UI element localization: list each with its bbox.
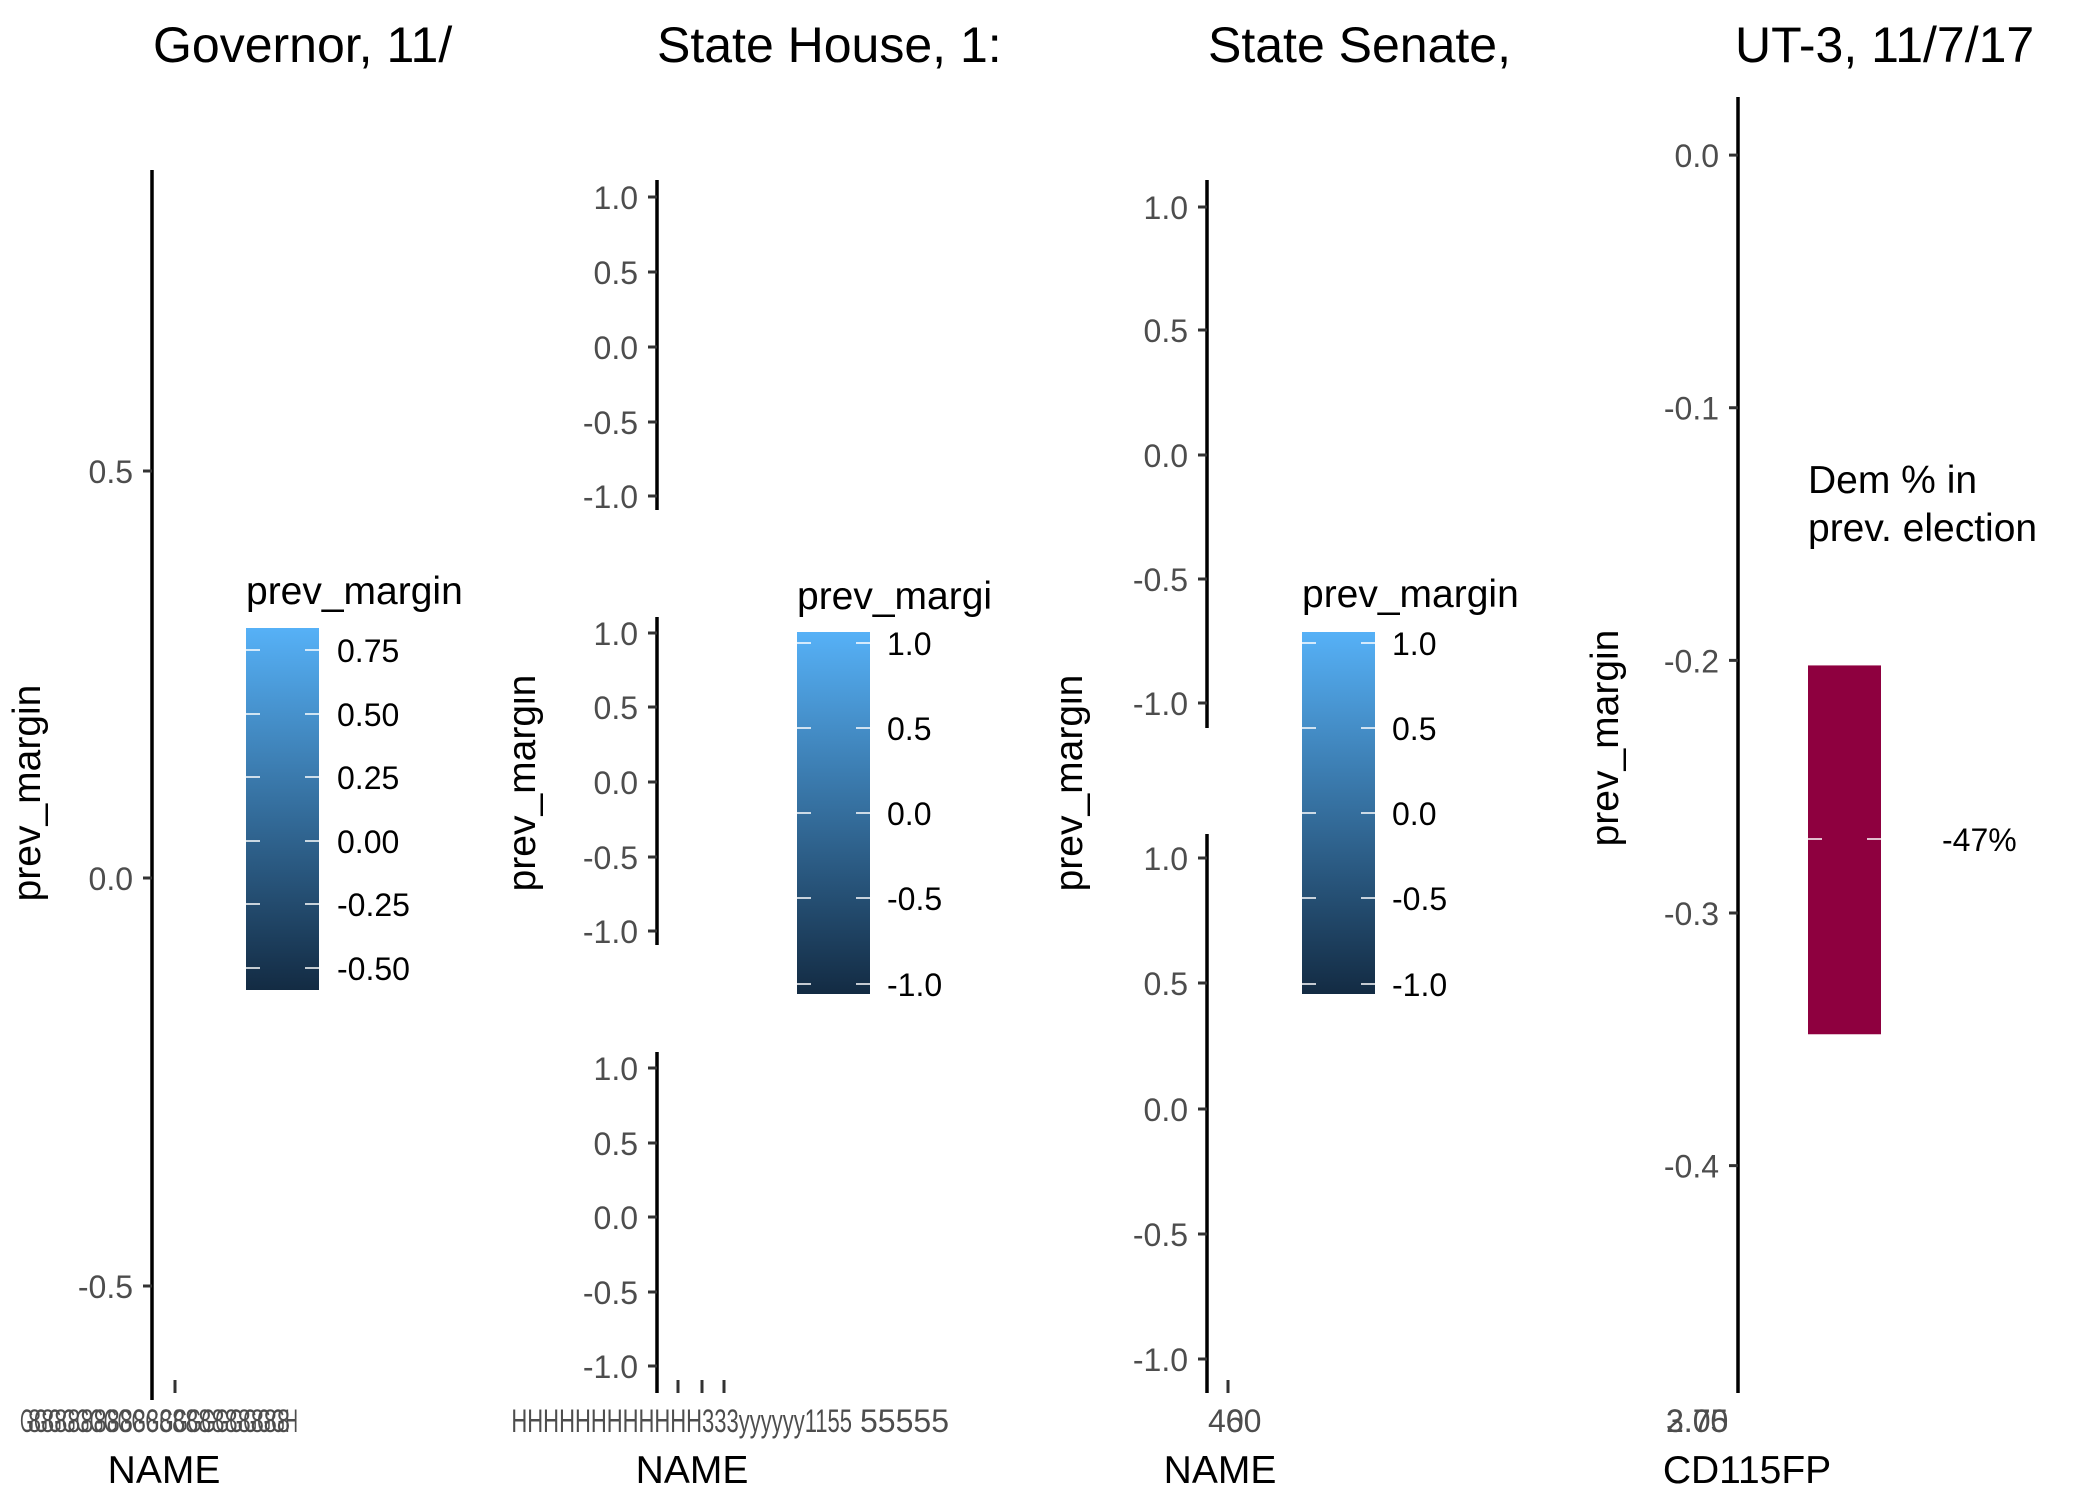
state-senate-facet1-ytick-label: 0.5 (1144, 313, 1188, 349)
state-house-facet1-ytick-label: 1.0 (594, 180, 638, 216)
state-house-legend-tick-label: 0.5 (887, 711, 931, 747)
governor-ytick-label: -0.5 (78, 1269, 133, 1305)
state-house-xtick-label: HHHHHHHHHHHHHHHHH333yyyyyy1155 (432, 1403, 852, 1439)
governor-y-axis-label: prev_margin (6, 685, 49, 902)
state-senate-legend-tick-label: -1.0 (1392, 967, 1447, 1003)
state-house-facet2-ytick-label: 0.0 (594, 765, 638, 801)
ut3-ytick-label: -0.2 (1664, 643, 1719, 679)
state-house-facet3-ytick-label: -1.0 (583, 1349, 638, 1385)
state-senate-facet2-ytick-label: -1.0 (1133, 1342, 1188, 1378)
state-house-legend-ticks (797, 642, 870, 985)
state-house-legend-tick-label: 0.0 (887, 796, 931, 832)
ut3-bar (1808, 665, 1881, 1035)
state-house-facet3-ytick-label: 0.0 (594, 1200, 638, 1236)
ut3-y-axis-label: prev_margin (1584, 630, 1627, 847)
ut3-ytick-label: -0.4 (1664, 1149, 1719, 1185)
governor-legend-tick-label: 0.25 (337, 760, 399, 796)
state-senate-x-axis-label: NAME (1164, 1449, 1277, 1492)
panel-ut3: UT-3, 11/7/17 prev_margin 0.0 -0.1 -0.2 -0.… (1584, 17, 2037, 1492)
state-house-facet2-ticks (648, 631, 657, 933)
governor-ytick-label: 0.0 (89, 861, 133, 897)
state-house-facet3-ytick-label: 0.5 (594, 1126, 638, 1162)
state-senate-y-axis-label: prev_margin (1048, 675, 1091, 892)
state-senate-xtick-label: 0 (1226, 1403, 1244, 1439)
state-senate-facet1-ticks (1198, 205, 1207, 705)
ut3-ytick-label: -0.1 (1664, 391, 1719, 427)
state-house-facet1-ticks (648, 195, 657, 498)
governor-title: Governor, 11/ (153, 17, 452, 73)
state-house-facet3-ticks (648, 1066, 657, 1368)
governor-legend-ticks (246, 649, 319, 969)
ut3-title: UT-3, 11/7/17 (1735, 17, 2034, 73)
state-house-xtick-marks (676, 1380, 726, 1393)
ut3-bars (1808, 665, 1881, 1035)
governor-ytick-label: 0.5 (89, 454, 133, 490)
state-senate-facet2-ytick-label: -0.5 (1133, 1217, 1188, 1253)
state-senate-facet1-ytick-label: -1.0 (1133, 686, 1188, 722)
state-house-facet2-ytick-label: 0.5 (594, 690, 638, 726)
state-house-xtick-label: 55555 (860, 1403, 949, 1439)
state-house-title: State House, 1: (657, 17, 1002, 73)
state-house-facet2-ytick-label: -0.5 (583, 840, 638, 876)
governor-x-axis-label: NAME (108, 1449, 221, 1492)
governor-legend-colorbar (246, 628, 319, 990)
state-senate-title: State Senate, (1208, 17, 1511, 73)
state-senate-xtick-label: 460 (1208, 1403, 1261, 1439)
state-senate-facet1-ytick-label: -0.5 (1133, 562, 1188, 598)
state-senate-facet1-ytick-label: 0.0 (1144, 438, 1188, 474)
ut3-legend-title-line1: Dem % in (1808, 459, 1977, 502)
state-senate-legend-tick-label: 1.0 (1392, 626, 1436, 662)
state-house-x-axis-label: NAME (636, 1449, 749, 1492)
state-house-facet1-ytick-label: -1.0 (583, 479, 638, 515)
ut3-xtick-label: 2.75 (1666, 1403, 1728, 1439)
state-house-facet1-ytick-label: -0.5 (583, 405, 638, 441)
governor-legend-title: prev_margin (246, 570, 463, 613)
state-house-facet1-ytick-label: 0.0 (594, 330, 638, 366)
state-senate-facet2-ticks (1198, 856, 1207, 1361)
state-house-facet2-ytick-label: 1.0 (594, 616, 638, 652)
state-house-legend-tick-label: -0.5 (887, 881, 942, 917)
state-house-facet3-ytick-label: -0.5 (583, 1275, 638, 1311)
state-senate-facet2-ytick-label: 0.0 (1144, 1092, 1188, 1128)
state-senate-legend-title: prev_margin (1302, 573, 1519, 616)
state-senate-facet2-ytick-label: 1.0 (1144, 841, 1188, 877)
governor-xtick-label: 88888888888888888888 (28, 1403, 290, 1439)
state-house-legend-tick-label: 1.0 (887, 626, 931, 662)
governor-legend-tick-label: 0.00 (337, 824, 399, 860)
state-house-facet3-ytick-label: 1.0 (594, 1051, 638, 1087)
state-house-legend-title: prev_margi (797, 575, 992, 618)
state-senate-legend-tick-label: 0.5 (1392, 711, 1436, 747)
state-house-facet1-ytick-label: 0.5 (594, 255, 638, 291)
ut3-ytick-label: 0.0 (1675, 138, 1719, 174)
state-senate-legend-ticks (1302, 642, 1375, 985)
state-senate-facet2-ytick-label: 0.5 (1144, 966, 1188, 1002)
state-house-y-axis-label: prev_margin (501, 675, 544, 892)
panel-state-senate: State Senate, prev_margin 1.0 0.5 0.0 -0… (1048, 17, 1519, 1492)
governor-legend-tick-label: -0.25 (337, 887, 410, 923)
panel-state-house: State House, 1: prev_margin 1.0 0.5 0.0 … (432, 17, 1002, 1492)
state-senate-facet1-ytick-label: 1.0 (1144, 190, 1188, 226)
governor-legend-tick-label: -0.50 (337, 951, 410, 987)
state-senate-legend-tick-label: -0.5 (1392, 881, 1447, 917)
state-house-legend-tick-label: -1.0 (887, 967, 942, 1003)
ut3-y-ticks: 0.0 -0.1 -0.2 -0.3 -0.4 (1664, 138, 1738, 1185)
state-house-facet2-ytick-label: -1.0 (583, 914, 638, 950)
ut3-xtick-label: 3.00 (1666, 1403, 1728, 1439)
panel-governor: Governor, 11/ prev_margin 0.5 0.0 -0.5 G… (6, 17, 463, 1492)
ut3-ytick-label: -0.3 (1664, 896, 1719, 932)
governor-legend-tick-label: 0.50 (337, 697, 399, 733)
state-senate-legend-tick-label: 0.0 (1392, 796, 1436, 832)
governor-xtick-label: GGGGGGGGGGGGGGGGGGGH (20, 1403, 298, 1439)
governor-legend-tick-label: 0.75 (337, 633, 399, 669)
ut3-x-axis-label: CD115FP (1663, 1449, 1831, 1492)
ut3-legend-title-line2: prev. election (1808, 507, 2037, 550)
ut3-legend-tick-label: -47% (1942, 822, 2017, 858)
